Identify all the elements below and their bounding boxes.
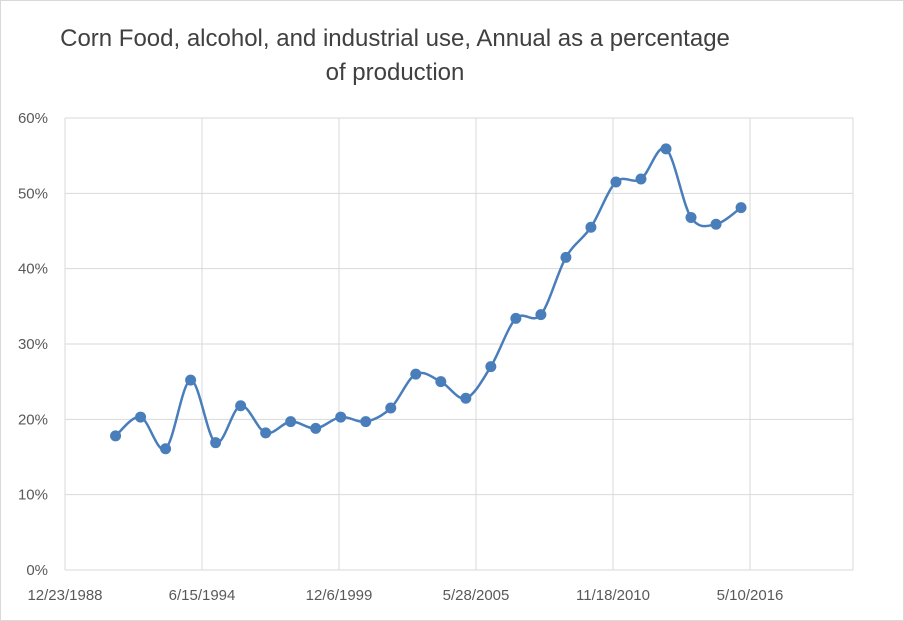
data-point [460,392,472,404]
data-point [210,437,222,449]
y-tick-label: 20% [18,411,48,428]
data-point [110,430,122,442]
x-tick-label: 12/23/1988 [27,587,102,604]
x-tick-label: 6/15/1994 [169,587,236,604]
data-point [310,422,322,434]
x-tick-label: 12/6/1999 [306,587,373,604]
data-point [660,143,672,155]
data-point [435,376,447,388]
data-point [560,251,572,263]
data-point [160,443,172,455]
x-tick-label: 5/10/2016 [717,587,784,604]
data-point [735,202,747,214]
y-tick-label: 10% [18,487,48,504]
data-point [685,211,697,223]
data-point [235,400,247,412]
x-tick-label: 11/18/2010 [576,587,650,604]
y-tick-label: 40% [18,261,48,278]
y-tick-label: 60% [18,110,48,127]
y-tick-label: 0% [26,562,48,579]
data-point [535,309,547,321]
y-tick-label: 30% [18,336,48,353]
data-point [135,411,147,423]
data-point [285,416,297,428]
y-tick-label: 50% [18,185,48,202]
data-point [485,361,497,373]
data-point [710,218,722,230]
data-point [510,312,522,324]
data-point [610,176,622,188]
data-point [335,411,347,423]
data-point [185,374,197,386]
chart-title: Corn Food, alcohol, and industrial use, … [60,25,730,86]
data-point [360,416,372,428]
data-point [260,427,272,439]
data-point [385,402,397,414]
x-tick-label: 5/28/2005 [443,587,510,604]
data-point [635,173,647,185]
data-point [410,368,422,380]
data-point [585,221,597,233]
